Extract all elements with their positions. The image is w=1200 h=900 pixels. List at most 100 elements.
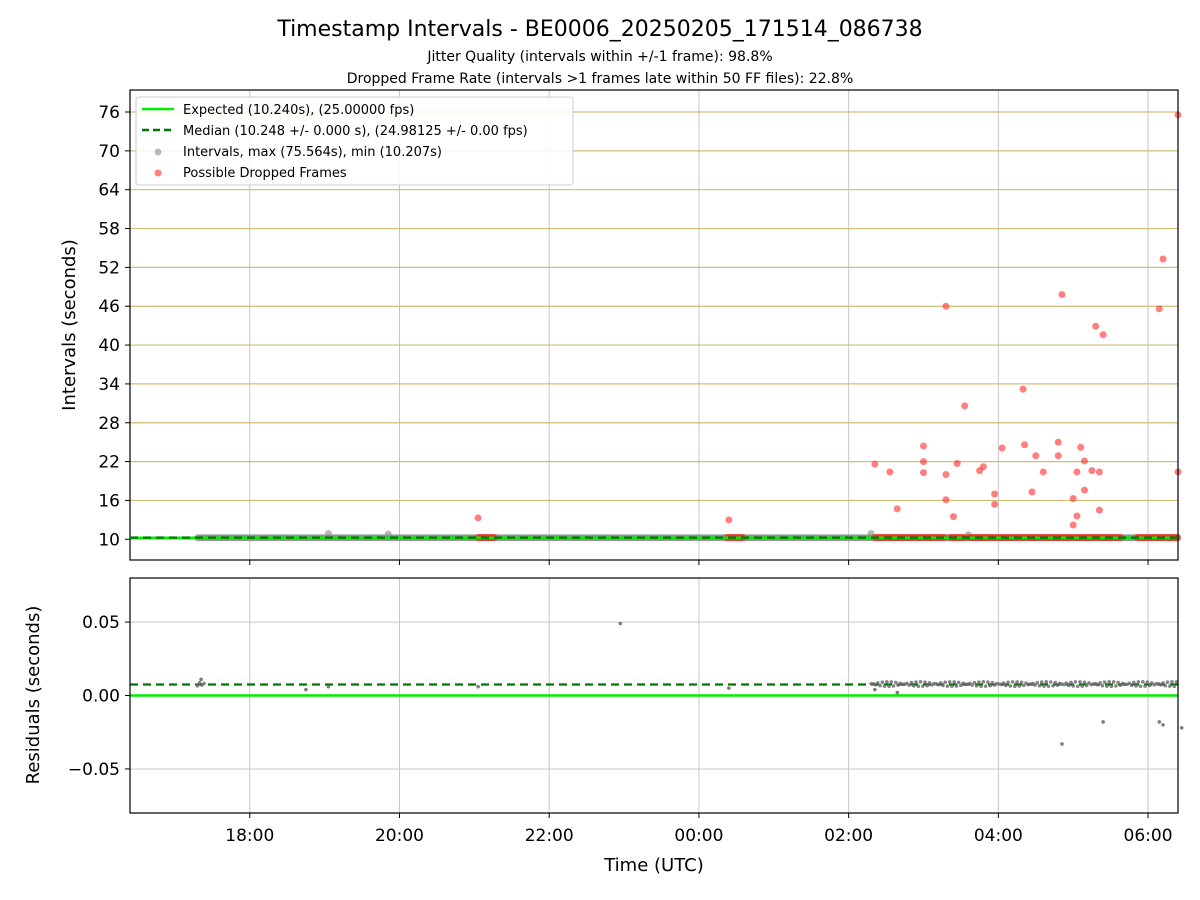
dropped-frame-point xyxy=(1073,512,1081,520)
legend-expected-label: Expected (10.240s), (25.00000 fps) xyxy=(183,103,414,118)
legend-interval-label: Intervals, max (75.564s), min (10.207s) xyxy=(183,145,442,160)
residual-point xyxy=(476,684,480,689)
intervals-grid xyxy=(130,90,1178,560)
dropped-frame-point xyxy=(953,460,961,468)
dropped-frame-point xyxy=(1095,468,1103,476)
residual-point xyxy=(1053,680,1058,685)
intervals-yticks: 10 16 22 28 34 40 46 52 58 64 70 76 xyxy=(98,103,130,550)
residual-point xyxy=(1172,684,1177,689)
dropped-frame-point xyxy=(1039,468,1047,476)
intervals-ytick-label: 40 xyxy=(98,336,120,356)
residual-point xyxy=(197,680,202,685)
residual-point xyxy=(876,681,880,685)
residual-point xyxy=(1129,683,1134,688)
residual-point xyxy=(1102,680,1107,684)
residual-point xyxy=(1116,680,1120,685)
residual-point xyxy=(909,680,914,685)
residuals-xtick-label: 02:00 xyxy=(824,826,873,846)
intervals-ytick-label: 10 xyxy=(98,530,120,550)
dropped-frame-point xyxy=(871,460,879,468)
intervals-ytick-label: 76 xyxy=(98,103,120,123)
residual-point xyxy=(1046,684,1051,689)
dropped-frame-point xyxy=(1069,494,1077,502)
residual-point xyxy=(1006,680,1010,685)
intervals-xticks xyxy=(249,560,1149,565)
dropped-frame-point xyxy=(893,505,901,513)
residual-point xyxy=(727,686,731,690)
residual-point xyxy=(1167,684,1172,688)
residual-point xyxy=(920,684,925,688)
residuals-xtick-label: 04:00 xyxy=(974,826,1023,846)
dropped-frame-point xyxy=(1095,506,1103,514)
residuals-xticks: 18:00 20:00 22:00 00:00 02:00 04:00 06:00 xyxy=(225,813,1173,846)
residual-point xyxy=(1013,684,1017,689)
chart-subtitle-dropped: Dropped Frame Rate (intervals >1 frames … xyxy=(347,71,854,87)
residuals-xtick-label: 00:00 xyxy=(674,826,723,846)
residual-point xyxy=(1100,683,1105,688)
chart-title: Timestamp Intervals - BE0006_20250205_17… xyxy=(276,17,922,42)
residual-point xyxy=(880,680,885,684)
dropped-frame-point xyxy=(919,458,927,466)
residual-point xyxy=(882,684,887,688)
residual-point xyxy=(1084,683,1089,688)
residual-point xyxy=(1064,681,1069,685)
residual-point xyxy=(1101,720,1105,724)
residual-point xyxy=(950,684,954,689)
residual-point xyxy=(1147,683,1152,688)
residual-point xyxy=(887,684,891,689)
residual-point xyxy=(977,680,981,684)
residual-point xyxy=(916,684,921,689)
dropped-frame-point xyxy=(1088,467,1096,475)
dropped-frame-point xyxy=(1155,305,1163,313)
residual-point xyxy=(889,680,894,684)
residual-point xyxy=(974,684,979,688)
dropped-frame-point xyxy=(998,444,1006,452)
dropped-frame-point xyxy=(1021,441,1029,449)
residual-point xyxy=(938,681,943,685)
intervals-ytick-label: 28 xyxy=(98,414,120,434)
residual-point xyxy=(1161,681,1165,685)
legend-median-label: Median (10.248 +/- 0.000 s), (24.98125 +… xyxy=(183,124,528,139)
residual-point xyxy=(195,683,200,688)
residual-point xyxy=(1015,680,1019,684)
intervals-ytick-label: 70 xyxy=(98,142,120,162)
residual-point xyxy=(1042,684,1046,688)
residual-point xyxy=(981,680,986,684)
residual-point xyxy=(1111,680,1116,684)
residual-point xyxy=(1019,680,1024,685)
residual-point xyxy=(1136,680,1141,684)
residual-point xyxy=(1010,680,1015,684)
residual-point xyxy=(1051,684,1055,688)
dropped-frame-point xyxy=(961,402,969,410)
residual-point xyxy=(1078,680,1082,684)
residual-point xyxy=(1060,742,1064,746)
residual-point xyxy=(918,680,923,684)
dropped-frame-point xyxy=(1032,452,1040,460)
dropped-frame-point xyxy=(725,516,733,524)
dropped-frame-point xyxy=(1159,255,1167,263)
legend-interval-marker xyxy=(154,148,162,156)
intervals-ytick-label: 64 xyxy=(98,181,120,201)
residual-point xyxy=(907,683,912,687)
residual-point xyxy=(1132,680,1136,685)
residual-point xyxy=(1163,683,1168,688)
residuals-points xyxy=(195,621,1184,746)
residual-point xyxy=(1017,684,1022,688)
residual-point xyxy=(1033,683,1037,687)
residual-point xyxy=(911,684,916,688)
residual-point xyxy=(1134,684,1138,688)
residuals-xtick-label: 22:00 xyxy=(525,826,574,846)
residual-point xyxy=(1145,680,1150,684)
residual-point xyxy=(983,684,988,688)
dropped-frame-point xyxy=(1028,488,1036,496)
residual-point xyxy=(990,680,995,685)
residual-point xyxy=(952,680,956,684)
residual-point xyxy=(1039,680,1044,684)
residual-point xyxy=(988,683,992,688)
residual-point xyxy=(618,621,623,626)
dropped-frame-point xyxy=(942,302,950,310)
residual-point xyxy=(1143,684,1147,688)
residual-point xyxy=(873,687,877,692)
residual-point xyxy=(1157,720,1162,724)
